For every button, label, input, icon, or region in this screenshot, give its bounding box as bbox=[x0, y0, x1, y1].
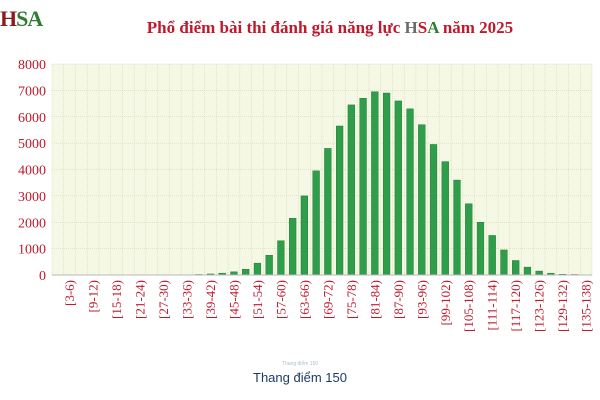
y-tick-label: 7000 bbox=[18, 84, 46, 99]
x-tick-label: [75-78) bbox=[344, 280, 359, 319]
x-tick-label: [69-72) bbox=[320, 280, 335, 319]
x-tick-label: [135-138) bbox=[579, 280, 594, 332]
x-tick-label: [15-18) bbox=[109, 280, 124, 319]
x-tick-label: [33-36) bbox=[180, 280, 195, 319]
x-tick-label: [27-30) bbox=[156, 280, 171, 319]
x-tick-label: [111-114) bbox=[485, 280, 500, 331]
y-tick-label: 2000 bbox=[18, 216, 46, 231]
y-tick-label: 1000 bbox=[18, 243, 46, 258]
y-tick-label: 8000 bbox=[18, 58, 46, 73]
bar bbox=[300, 195, 308, 276]
x-tick-label: [93-96) bbox=[414, 280, 429, 319]
bar bbox=[336, 125, 344, 276]
x-axis-title: Thang điểm 150 bbox=[253, 370, 347, 385]
chart-title: Phổ điểm bài thi đánh giá năng lực HSA n… bbox=[146, 18, 514, 37]
bar bbox=[277, 240, 285, 276]
x-tick-label: [81-84) bbox=[367, 280, 382, 319]
y-tick-label: 5000 bbox=[18, 137, 46, 152]
bar bbox=[429, 144, 438, 276]
bar bbox=[418, 124, 426, 276]
bar bbox=[371, 91, 379, 276]
hsa-logo: HSA bbox=[0, 6, 43, 31]
bar bbox=[500, 249, 508, 276]
bar bbox=[312, 170, 320, 276]
x-tick-label: [129-132) bbox=[555, 280, 570, 332]
x-tick-label: [63-66) bbox=[297, 280, 312, 319]
x-tick-label: [39-42) bbox=[203, 280, 218, 319]
bar bbox=[512, 260, 520, 276]
bar bbox=[242, 268, 250, 276]
y-tick-label: 3000 bbox=[18, 190, 46, 205]
bar bbox=[535, 270, 543, 276]
bar bbox=[394, 100, 402, 276]
bar bbox=[253, 262, 262, 276]
x-tick-label: [117-120) bbox=[508, 280, 523, 332]
bar bbox=[382, 92, 391, 276]
y-tick-label: 4000 bbox=[18, 164, 46, 179]
bar bbox=[465, 203, 473, 276]
x-tick-label: [99-102) bbox=[438, 280, 453, 326]
bar bbox=[289, 218, 297, 276]
bar bbox=[441, 161, 449, 276]
bar bbox=[488, 235, 496, 276]
x-tick-label: [45-48) bbox=[226, 280, 241, 319]
y-tick-label: 0 bbox=[39, 269, 46, 284]
x-tick-label: [9-12) bbox=[86, 280, 101, 313]
x-tick-label: [123-126) bbox=[532, 280, 547, 332]
bar bbox=[359, 98, 367, 276]
x-tick-label: [3-6) bbox=[62, 280, 77, 306]
bar bbox=[347, 104, 355, 276]
x-tick-label: [57-60) bbox=[273, 280, 288, 319]
x-tick-label: [105-108) bbox=[461, 280, 476, 332]
x-tick-label: [87-90) bbox=[391, 280, 406, 319]
bar bbox=[523, 266, 532, 276]
bar bbox=[476, 222, 485, 276]
y-tick-label: 6000 bbox=[18, 111, 46, 126]
x-tick-label: [21-24) bbox=[133, 280, 148, 319]
bar bbox=[265, 255, 273, 276]
bar bbox=[406, 108, 414, 276]
bar bbox=[453, 179, 461, 276]
x-tick-label: [51-54) bbox=[250, 280, 265, 319]
x-axis-title-faint: Thang điểm 150 bbox=[281, 361, 319, 367]
bar bbox=[324, 148, 332, 276]
